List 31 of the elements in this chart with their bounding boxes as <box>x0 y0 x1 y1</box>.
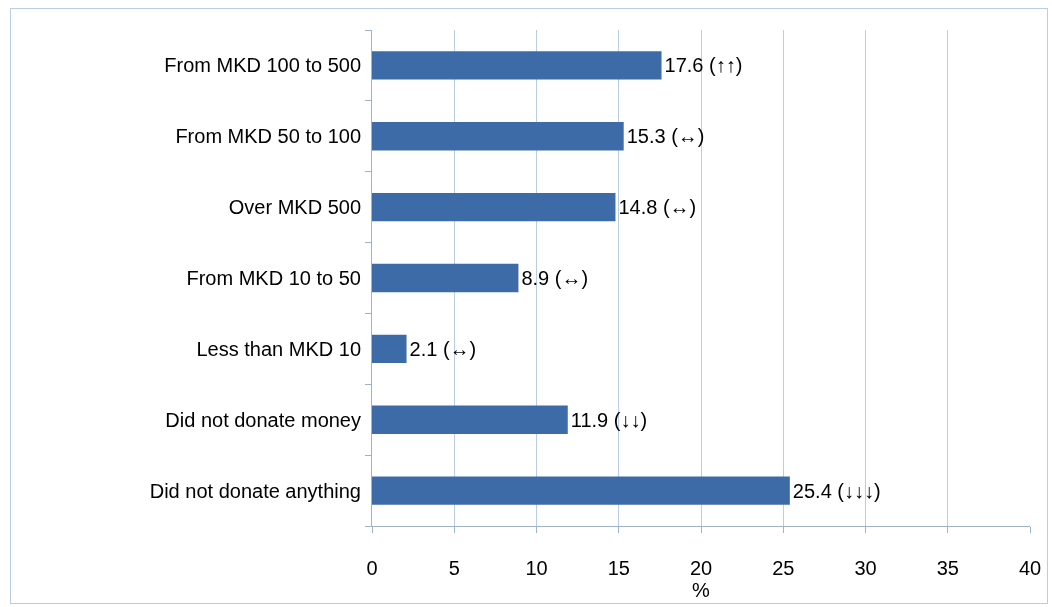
x-tick-label: 35 <box>936 557 959 579</box>
x-tick-label: 10 <box>525 557 548 579</box>
y-tick-label: Did not donate money <box>165 408 361 431</box>
x-tick-label: 15 <box>607 557 630 579</box>
data-label: 11.9 (↓↓) <box>570 408 648 431</box>
y-tick-label: Less than MKD 10 <box>196 337 361 360</box>
bar <box>372 122 624 151</box>
x-axis-title: % <box>692 579 711 601</box>
x-tick-label: 0 <box>366 557 378 579</box>
y-tick-label: Over MKD 500 <box>228 196 361 219</box>
data-label: 8.9 (↔) <box>521 267 589 289</box>
data-label: 15.3 (↔) <box>626 125 705 148</box>
bar <box>372 476 790 505</box>
y-tick-label: Did not donate anything <box>149 479 361 502</box>
bar <box>372 405 568 434</box>
data-label: 2.1 (↔) <box>409 337 477 360</box>
bar <box>372 334 407 364</box>
x-tick-label: 40 <box>1018 557 1042 579</box>
bar <box>372 51 662 80</box>
x-tick-label: 20 <box>689 557 713 579</box>
x-tick-label: 30 <box>854 557 877 579</box>
data-label: 17.6 (↑↑) <box>664 54 743 77</box>
y-tick-label: From MKD 50 to 100 <box>175 125 361 148</box>
y-tick-label: From MKD 100 to 500 <box>164 54 361 77</box>
data-label: 25.4 (↓↓↓) <box>792 479 881 502</box>
y-tick-label: From MKD 10 to 50 <box>186 267 361 289</box>
x-tick-label: 5 <box>448 557 460 579</box>
x-tick-label: 25 <box>772 557 795 579</box>
bar <box>372 263 519 293</box>
data-label: 14.8 (↔) <box>618 196 697 219</box>
bar <box>372 192 616 222</box>
